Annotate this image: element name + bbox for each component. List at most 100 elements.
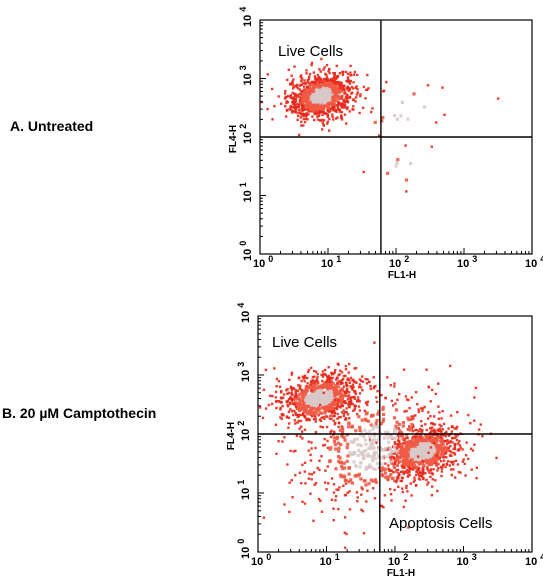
data-point xyxy=(444,445,448,449)
data-point xyxy=(294,411,297,415)
data-point xyxy=(319,419,323,423)
data-point xyxy=(322,123,325,126)
data-point xyxy=(304,386,308,390)
data-point xyxy=(312,381,315,384)
data-point xyxy=(303,392,307,396)
data-point xyxy=(370,413,374,417)
data-point xyxy=(384,446,388,451)
data-point xyxy=(371,479,375,483)
data-point xyxy=(293,419,297,422)
data-point xyxy=(311,378,314,382)
data-point xyxy=(400,479,404,483)
data-point xyxy=(338,72,341,75)
data-point xyxy=(388,446,392,450)
data-point xyxy=(481,435,484,438)
data-point xyxy=(381,419,385,424)
data-point xyxy=(386,376,389,379)
data-point xyxy=(410,458,414,462)
data-point xyxy=(404,395,408,398)
data-point xyxy=(330,371,333,374)
x-tick-label: 10 1 xyxy=(320,552,340,568)
data-point xyxy=(281,440,284,443)
data-point xyxy=(314,482,318,485)
data-point xyxy=(415,442,419,446)
data-point xyxy=(406,454,410,459)
data-point xyxy=(322,394,326,398)
data-point xyxy=(477,428,481,431)
data-point xyxy=(326,465,329,468)
data-point xyxy=(425,442,429,446)
x-tick-label: 10 4 xyxy=(525,254,543,270)
data-point xyxy=(389,473,393,477)
data-point xyxy=(431,473,435,476)
data-point xyxy=(326,96,330,101)
data-point xyxy=(366,452,370,456)
data-point xyxy=(310,441,313,444)
data-point xyxy=(384,455,389,459)
data-point xyxy=(397,427,400,430)
data-point xyxy=(301,437,304,440)
data-point xyxy=(419,427,422,431)
data-point xyxy=(339,400,343,404)
data-point xyxy=(298,427,301,430)
data-point xyxy=(322,119,326,122)
data-point xyxy=(341,428,345,432)
data-point xyxy=(326,446,330,450)
data-point xyxy=(382,506,385,509)
y-tick-label: 104 xyxy=(238,7,254,27)
data-point xyxy=(444,465,447,469)
data-point xyxy=(309,383,312,386)
data-point xyxy=(341,87,345,90)
data-point xyxy=(395,463,400,467)
data-point xyxy=(317,388,321,392)
data-point xyxy=(389,436,393,440)
data-point xyxy=(427,462,431,466)
data-point xyxy=(307,113,310,116)
data-point xyxy=(295,413,298,416)
data-point xyxy=(401,424,405,428)
data-point xyxy=(456,411,459,414)
data-point xyxy=(310,88,314,92)
data-point xyxy=(302,88,306,91)
data-point xyxy=(300,78,303,82)
data-point xyxy=(314,431,318,434)
data-point xyxy=(393,452,397,455)
data-point xyxy=(352,73,356,76)
data-point xyxy=(440,437,444,441)
data-point xyxy=(328,389,332,393)
data-point xyxy=(275,400,278,403)
data-point xyxy=(293,409,296,413)
data-point xyxy=(439,444,443,449)
data-point xyxy=(395,476,399,479)
data-point xyxy=(431,441,435,445)
data-point xyxy=(364,412,368,416)
data-point xyxy=(310,409,314,413)
data-point xyxy=(358,465,362,469)
data-point xyxy=(359,444,363,448)
data-point xyxy=(307,405,311,409)
data-point xyxy=(316,380,319,383)
data-point xyxy=(299,419,303,423)
data-point xyxy=(369,387,373,391)
data-point xyxy=(398,445,401,449)
data-point xyxy=(393,442,397,445)
data-point xyxy=(411,450,415,454)
data-point xyxy=(452,468,455,471)
data-point xyxy=(311,375,315,379)
data-point xyxy=(385,80,388,84)
data-point xyxy=(359,386,363,389)
data-point xyxy=(343,466,347,470)
data-point xyxy=(398,429,402,433)
data-point xyxy=(293,106,296,110)
data-point xyxy=(306,79,310,82)
data-point xyxy=(328,71,331,75)
data-point xyxy=(307,393,311,397)
data-point xyxy=(309,406,313,410)
data-point xyxy=(295,394,298,398)
data-point xyxy=(371,107,374,110)
data-point xyxy=(359,379,363,382)
data-point xyxy=(353,397,356,400)
y-tick-label: 104 xyxy=(236,303,252,323)
data-point xyxy=(320,455,323,458)
data-point xyxy=(270,87,274,91)
